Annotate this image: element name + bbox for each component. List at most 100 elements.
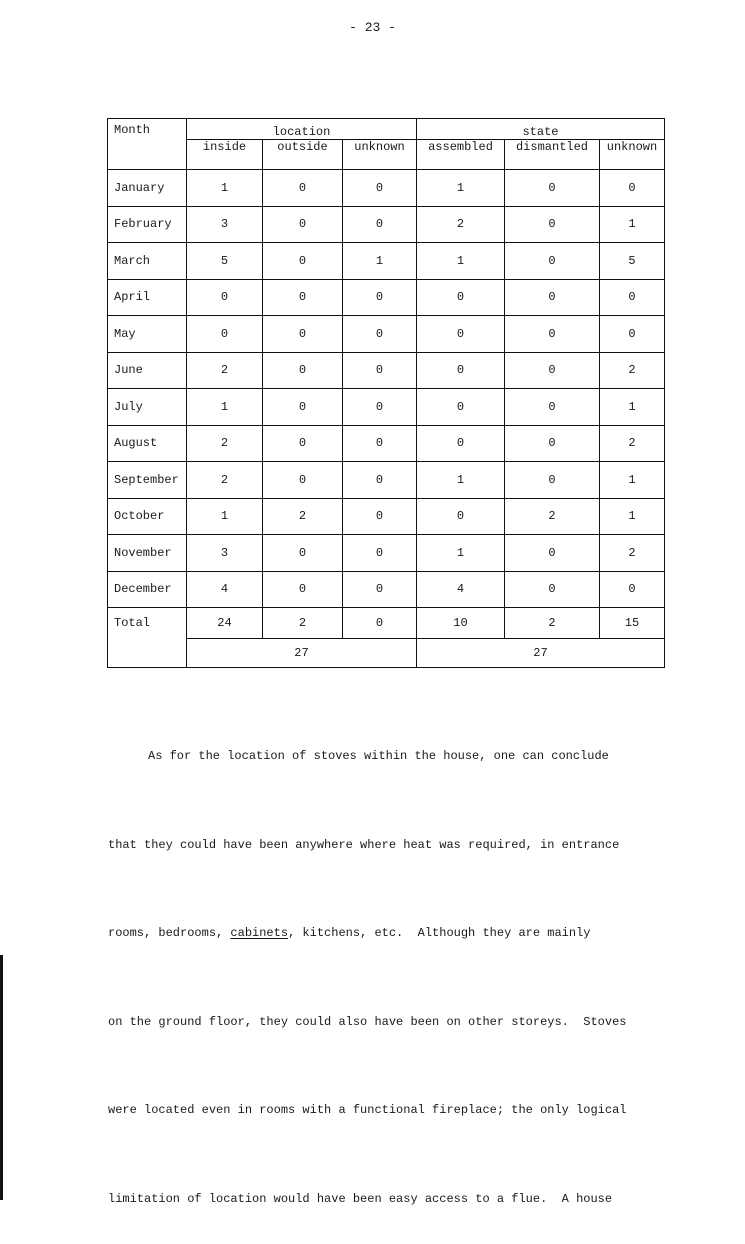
month-cell: March — [107, 242, 187, 280]
total-cell: 0 — [342, 607, 417, 639]
table-row: September 2 0 0 1 0 1 — [107, 461, 665, 499]
value-cell: 0 — [262, 424, 343, 462]
value-cell: 0 — [504, 278, 600, 316]
value-cell: 1 — [186, 388, 263, 426]
text-segment: rooms, bedrooms, — [108, 926, 231, 940]
value-cell: 0 — [262, 315, 343, 353]
value-cell: 2 — [599, 351, 665, 389]
value-cell: 0 — [504, 534, 600, 572]
value-cell: 2 — [599, 534, 665, 572]
value-cell: 0 — [342, 497, 417, 535]
value-cell: 0 — [342, 424, 417, 462]
month-cell: December — [107, 570, 187, 608]
state-grand-total: 27 — [416, 638, 665, 668]
total-cell: 15 — [599, 607, 665, 639]
value-cell: 1 — [416, 461, 505, 499]
value-cell: 0 — [262, 278, 343, 316]
text-line: limitation of location would have been e… — [108, 1191, 613, 1206]
value-cell: 2 — [599, 424, 665, 462]
value-cell: 0 — [504, 315, 600, 353]
subheader-assembled-state: assembled — [416, 139, 505, 170]
total-cell: 2 — [262, 607, 343, 639]
text-segment: , kitchens, etc. Although they are mainl… — [288, 926, 591, 940]
value-cell: 0 — [342, 388, 417, 426]
month-cell: November — [107, 534, 187, 572]
month-cell: October — [107, 497, 187, 535]
value-cell: 0 — [504, 570, 600, 608]
text-line: As for the location of stoves within the… — [148, 749, 609, 763]
value-cell: 0 — [342, 570, 417, 608]
value-cell: 0 — [262, 461, 343, 499]
value-cell: 1 — [186, 497, 263, 535]
value-cell: 2 — [186, 351, 263, 389]
subheader-unknown-state: unknown — [599, 139, 665, 170]
subheader-outside-location: outside — [262, 139, 343, 170]
value-cell: 4 — [416, 570, 505, 608]
month-cell: August — [107, 424, 187, 462]
value-cell: 1 — [186, 169, 263, 207]
month-cell: May — [107, 315, 187, 353]
group-total-row: 27 27 — [108, 638, 665, 668]
total-cell: 24 — [186, 607, 263, 639]
month-cell: September — [107, 461, 187, 499]
table-row: May 0 0 0 0 0 0 — [107, 315, 665, 353]
underlined-word: cabinets — [230, 926, 289, 940]
total-label: Total — [107, 607, 187, 668]
table-row: October 1 2 0 0 2 1 — [107, 497, 665, 535]
value-cell: 0 — [504, 461, 600, 499]
table-row: June 2 0 0 0 0 2 — [107, 351, 665, 389]
table-row: November 3 0 0 1 0 2 — [107, 534, 665, 572]
value-cell: 0 — [342, 351, 417, 389]
value-cell: 0 — [186, 278, 263, 316]
value-cell: 0 — [342, 169, 417, 207]
value-cell: 0 — [262, 534, 343, 572]
value-cell: 0 — [599, 169, 665, 207]
text-line: rooms, bedrooms, cabinets, kitchens, etc… — [108, 919, 626, 949]
scan-edge-mark — [0, 955, 3, 1200]
value-cell: 0 — [599, 278, 665, 316]
value-cell: 0 — [504, 242, 600, 280]
value-cell: 1 — [599, 461, 665, 499]
value-cell: 0 — [504, 424, 600, 462]
total-cell: 2 — [504, 607, 600, 639]
value-cell: 4 — [186, 570, 263, 608]
value-cell: 0 — [416, 497, 505, 535]
value-cell: 0 — [186, 315, 263, 353]
stoves-by-month-table: Month location state inside outside unknow… — [107, 118, 665, 668]
subheader-unknown-location: unknown — [342, 139, 417, 170]
value-cell: 0 — [504, 169, 600, 207]
value-cell: 1 — [416, 534, 505, 572]
value-cell: 0 — [599, 570, 665, 608]
table-row: February 3 0 0 2 0 1 — [107, 205, 665, 243]
month-cell: January — [107, 169, 187, 207]
value-cell: 0 — [416, 388, 505, 426]
value-cell: 0 — [262, 351, 343, 389]
group-header-location: location — [186, 118, 417, 140]
value-cell: 0 — [504, 205, 600, 243]
month-cell: June — [107, 351, 187, 389]
table-row: March 5 0 1 1 0 5 — [107, 242, 665, 280]
value-cell: 0 — [342, 534, 417, 572]
table-row: April 0 0 0 0 0 0 — [107, 278, 665, 316]
value-cell: 0 — [599, 315, 665, 353]
value-cell: 2 — [504, 497, 600, 535]
location-grand-total: 27 — [186, 638, 417, 668]
value-cell: 1 — [599, 205, 665, 243]
value-cell: 1 — [416, 242, 505, 280]
total-row: Total 24 2 0 10 2 15 — [107, 607, 665, 668]
value-cell: 3 — [186, 205, 263, 243]
text-line: were located even in rooms with a functi… — [108, 1103, 627, 1117]
subheader-inside-location: inside — [186, 139, 263, 170]
value-cell: 0 — [262, 169, 343, 207]
value-cell: 0 — [416, 351, 505, 389]
month-header: Month — [107, 118, 187, 170]
table-row: July 1 0 0 0 0 1 — [107, 388, 665, 426]
value-cell: 0 — [342, 205, 417, 243]
table-row: August 2 0 0 0 0 2 — [107, 424, 665, 462]
value-cell: 0 — [342, 461, 417, 499]
value-cell: 1 — [342, 242, 417, 280]
value-cell: 0 — [416, 315, 505, 353]
value-cell: 2 — [416, 205, 505, 243]
value-cell: 0 — [262, 205, 343, 243]
value-cell: 1 — [599, 497, 665, 535]
